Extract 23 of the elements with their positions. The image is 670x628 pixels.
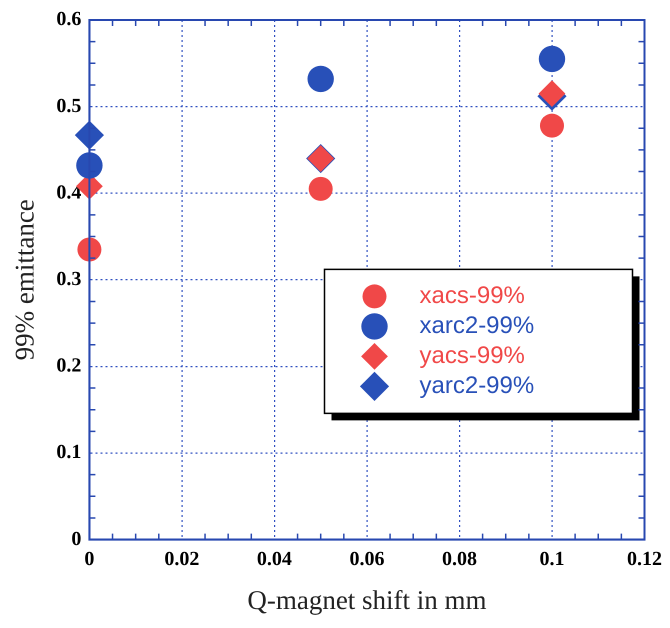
- y-tick-label: 0.1: [56, 441, 82, 464]
- legend-label: xacs-99%: [420, 282, 525, 310]
- y-tick-label: 0.5: [56, 94, 82, 117]
- point: [308, 176, 333, 201]
- legend-label: yarc2-99%: [420, 372, 534, 400]
- legend-label: yacs-99%: [420, 342, 525, 370]
- point: [540, 114, 564, 138]
- y-tick-label: 0.6: [56, 8, 82, 30]
- y-tick-label: 0: [71, 528, 82, 550]
- y-tick-label: 0.2: [56, 354, 82, 377]
- y-axis-title: 99% emittance: [9, 199, 40, 360]
- legend-label: xarc2-99%: [420, 312, 534, 340]
- x-tick-label: 0.06: [349, 548, 384, 570]
- x-tick-label: 0.1: [539, 548, 564, 570]
- point: [307, 66, 334, 92]
- y-tick-label: 0.4: [56, 181, 82, 204]
- x-tick-label: 0.08: [442, 548, 477, 570]
- x-axis-title: Q-magnet shift in mm: [247, 584, 487, 615]
- x-tick-label: 0.02: [164, 548, 200, 570]
- x-tick-label: 0.04: [256, 548, 292, 570]
- x-tick-label: 0.12: [627, 548, 662, 570]
- y-tick-label: 0.3: [56, 268, 82, 290]
- point: [538, 46, 566, 72]
